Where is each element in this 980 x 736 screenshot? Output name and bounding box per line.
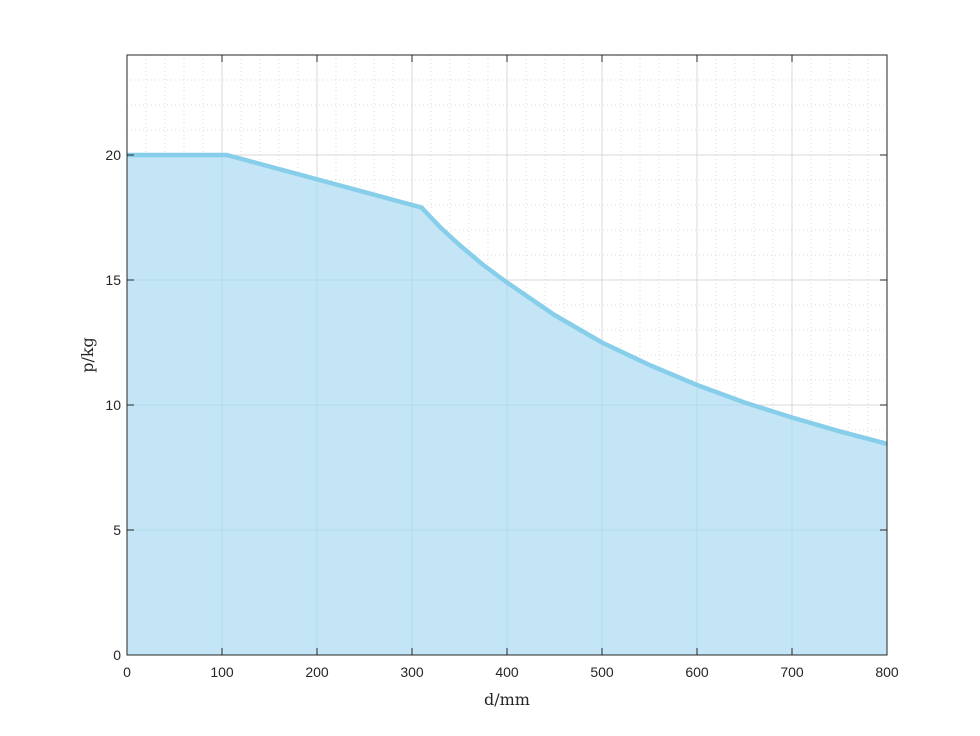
x-tick-label: 300	[400, 664, 424, 680]
x-tick-label: 400	[495, 664, 519, 680]
x-axis-label: d/mm	[484, 690, 530, 709]
y-tick-label: 0	[113, 647, 121, 663]
y-axis-label: p/kg	[78, 337, 97, 373]
x-tick-label: 200	[305, 664, 329, 680]
x-tick-label: 500	[590, 664, 614, 680]
y-tick-label: 10	[105, 397, 121, 413]
x-tick-labels: 0 100 200 300 400 500 600 700 800	[123, 664, 899, 680]
y-tick-label: 5	[113, 522, 121, 538]
series-line	[127, 152, 888, 446]
x-tick-label: 600	[685, 664, 709, 680]
x-tick-label: 800	[875, 664, 899, 680]
x-tick-label: 0	[123, 664, 131, 680]
y-tick-label: 20	[105, 147, 121, 163]
x-tick-label: 100	[210, 664, 234, 680]
y-tick-label: 15	[105, 272, 121, 288]
x-tick-label: 700	[780, 664, 804, 680]
ticks	[126, 55, 888, 656]
y-tick-labels: 0 5 10 15 20	[105, 147, 121, 663]
